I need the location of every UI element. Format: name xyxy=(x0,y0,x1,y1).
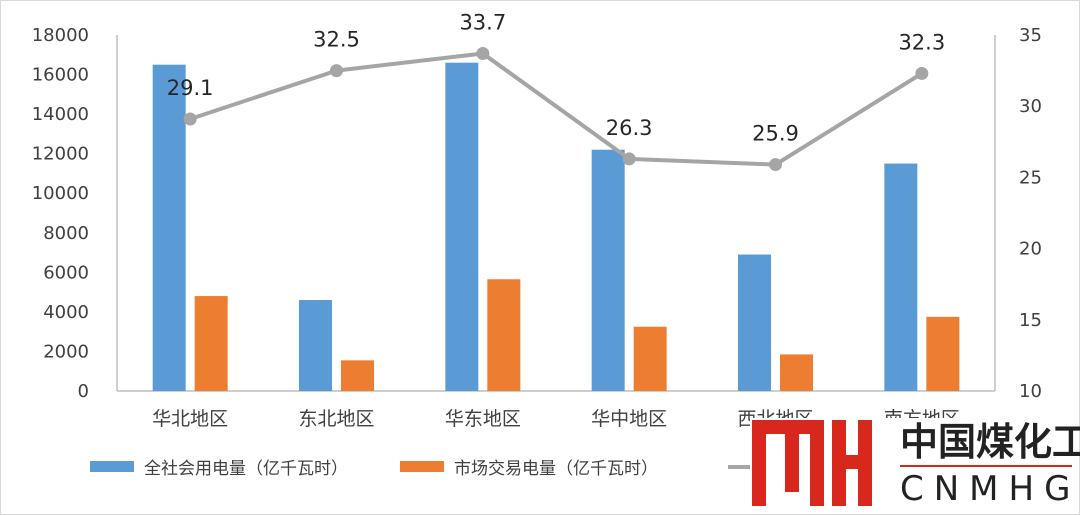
bar-series-1 xyxy=(884,163,918,391)
y-right-tick-label: 10 xyxy=(1019,381,1042,402)
line-point xyxy=(476,47,490,61)
y-left-tick-label: 14000 xyxy=(32,104,89,125)
bar-series-2 xyxy=(633,326,667,391)
line-series: 29.1 32.5 33.7 26.3 25.9 32.3 xyxy=(167,11,945,172)
bar-series-2 xyxy=(194,296,228,391)
line-series-path xyxy=(189,51,923,167)
y-left-tick-label: 18000 xyxy=(32,25,89,46)
y-left-tick-label: 12000 xyxy=(32,144,89,165)
watermark-mark xyxy=(750,418,872,508)
bar-series-2 xyxy=(487,279,521,391)
line-data-label: 32.3 xyxy=(898,30,945,54)
line-data-label: 26.3 xyxy=(606,116,653,140)
bar-series-1 xyxy=(299,300,332,391)
bar-series-2 xyxy=(926,316,960,391)
watermark-name-cn: 中国煤化工 xyxy=(900,420,1080,464)
y-left-tick-label: 4000 xyxy=(43,302,89,323)
y-right-tick-label: 20 xyxy=(1019,239,1042,260)
y-right-tick-labels: 10 15 20 25 30 35 xyxy=(1019,25,1042,402)
legend-label-series-2: 市场交易电量（亿千瓦时） xyxy=(454,459,658,479)
bar-series-1 xyxy=(591,149,625,391)
y-right-tick-label: 30 xyxy=(1019,96,1042,117)
line-point xyxy=(915,66,929,80)
legend-swatch-series-2 xyxy=(400,461,444,472)
y-right-tick-label: 15 xyxy=(1019,310,1042,331)
y-left-tick-labels: 0 2000 4000 6000 8000 10000 12000 14000 16000 180… xyxy=(32,25,89,402)
legend-swatch-series-1 xyxy=(90,461,134,472)
y-right-tick-label: 35 xyxy=(1019,25,1042,46)
bar-series xyxy=(152,62,960,392)
line-point xyxy=(769,158,782,172)
y-left-tick-label: 16000 xyxy=(32,65,89,86)
x-category-label: 华中地区 xyxy=(591,408,667,430)
y-right-tick-label: 25 xyxy=(1019,167,1042,188)
y-left-tick-label: 0 xyxy=(78,381,89,402)
bar-series-1 xyxy=(152,64,186,392)
line-data-label: 32.5 xyxy=(313,28,360,52)
line-point xyxy=(622,152,636,166)
legend: 全社会用电量（亿千瓦时） 市场交易电量（亿千瓦时） xyxy=(90,459,775,479)
y-left-tick-label: 6000 xyxy=(43,262,89,283)
bar-series-1 xyxy=(445,62,479,391)
y-left-tick-label: 10000 xyxy=(32,183,89,204)
x-category-label: 华北地区 xyxy=(152,408,228,430)
line-data-label: 29.1 xyxy=(167,76,214,100)
watermark-text-backdrop xyxy=(878,418,1078,510)
line-point xyxy=(183,112,197,126)
watermark-logo: 中国煤化工 CNMHG xyxy=(750,418,1080,510)
x-category-label: 华东地区 xyxy=(445,408,521,430)
line-data-label: 25.9 xyxy=(752,122,799,146)
y-left-tick-label: 8000 xyxy=(43,223,89,244)
line-data-label: 33.7 xyxy=(459,11,506,35)
bar-series-2 xyxy=(341,360,374,391)
y-left-tick-label: 2000 xyxy=(43,341,89,362)
watermark-name-en: CNMHG xyxy=(900,469,1080,509)
bar-series-2 xyxy=(780,354,813,391)
legend-label-series-1: 全社会用电量（亿千瓦时） xyxy=(144,459,348,479)
line-point xyxy=(330,64,343,78)
bar-series-1 xyxy=(738,254,771,391)
x-category-label: 东北地区 xyxy=(298,408,374,430)
